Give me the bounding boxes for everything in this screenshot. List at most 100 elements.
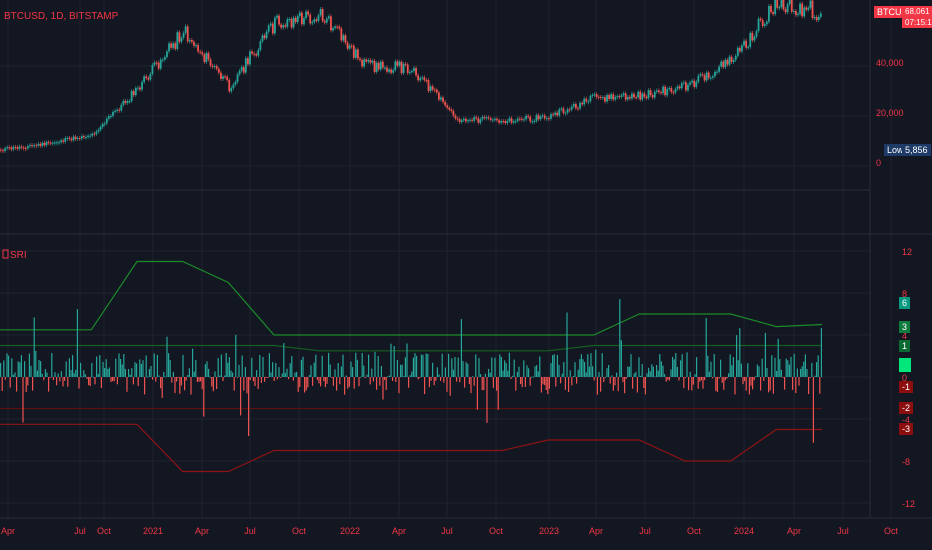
price-candle xyxy=(604,97,606,102)
sri-bar xyxy=(110,377,112,383)
sri-bar xyxy=(619,299,621,377)
sri-bar xyxy=(228,357,230,377)
sri-bar xyxy=(816,362,818,377)
price-candle xyxy=(377,62,380,70)
sri-bar xyxy=(60,371,62,377)
sri-bar xyxy=(566,312,568,377)
price-candle xyxy=(481,117,484,120)
price-candle xyxy=(601,97,604,99)
price-candle xyxy=(446,105,449,108)
sri-bar xyxy=(9,377,11,388)
sri-bar xyxy=(555,377,557,387)
price-candle xyxy=(348,45,351,49)
sri-bar xyxy=(356,359,358,377)
sri-bar xyxy=(235,334,237,377)
sri-bar xyxy=(198,377,200,382)
sri-bar xyxy=(347,377,349,389)
sri-bar xyxy=(166,336,168,377)
price-legend[interactable]: BTCUSD, 1D, BITSTAMP xyxy=(4,11,119,22)
sri-bar xyxy=(454,357,456,377)
sri-bar xyxy=(257,377,259,389)
sri-bar xyxy=(782,377,784,378)
sri-bar xyxy=(814,375,816,377)
sri-bar xyxy=(545,377,547,391)
time-axis-label: Apr xyxy=(195,526,209,536)
price-candle xyxy=(763,24,766,26)
sri-bar xyxy=(169,360,171,377)
sri-bar xyxy=(163,372,165,377)
time-axis[interactable]: Apr Jul Oct 2021 Apr Jul Oct 2022 Apr Jul Oct 2023 A… xyxy=(1,526,899,536)
sri-bar xyxy=(499,354,501,377)
sri-bar xyxy=(384,377,386,380)
sri-bar xyxy=(681,354,683,377)
sri-bar xyxy=(692,377,694,385)
sri-bar xyxy=(364,377,366,379)
sri-bar xyxy=(734,377,736,395)
price-candle xyxy=(124,100,127,103)
price-candle xyxy=(300,12,303,25)
price-candle xyxy=(523,119,525,121)
sri-bar xyxy=(561,373,563,377)
price-candle xyxy=(334,26,336,29)
price-candle xyxy=(76,138,79,140)
sri-bar xyxy=(352,367,354,377)
sri-bar xyxy=(129,374,131,377)
sri-bar xyxy=(145,355,147,377)
price-candle xyxy=(228,80,231,92)
sri-bar xyxy=(209,376,211,378)
price-candle xyxy=(433,89,436,91)
price-candle xyxy=(616,96,619,98)
sri-bar xyxy=(22,377,24,423)
price-candle xyxy=(232,84,235,89)
sri-bar xyxy=(521,377,523,388)
sri-bar xyxy=(596,377,598,395)
price-candle xyxy=(819,13,822,17)
sri-bar xyxy=(729,354,731,377)
price-candle xyxy=(782,0,785,10)
sri-bar xyxy=(713,353,715,377)
sri-bar xyxy=(187,374,189,377)
sri-bar xyxy=(203,377,205,417)
price-candle xyxy=(574,104,577,109)
price-candle xyxy=(411,70,413,73)
sri-bar xyxy=(587,354,589,377)
price-candle xyxy=(392,70,395,73)
indicator-visibility-icon[interactable] xyxy=(2,249,9,259)
price-candle xyxy=(768,5,770,22)
indicator-axis[interactable]: 12 8 4 0 -4 -8 -12 xyxy=(902,247,915,509)
sri-bar xyxy=(704,377,706,381)
sri-bar xyxy=(812,377,814,443)
price-candle xyxy=(31,145,33,147)
price-candle xyxy=(286,19,289,27)
price-candle xyxy=(741,45,743,52)
sri-bar xyxy=(534,366,536,377)
price-candle xyxy=(518,118,521,120)
price-candle xyxy=(371,60,374,63)
indicator-title[interactable]: SRI xyxy=(10,250,27,261)
price-candle xyxy=(267,25,270,32)
time-axis-label: Apr xyxy=(1,526,15,536)
sri-bar xyxy=(728,373,730,377)
sri-bar xyxy=(616,372,618,377)
price-candle xyxy=(134,88,137,96)
sri-bar xyxy=(784,377,786,390)
sri-bar xyxy=(753,377,755,381)
price-candle xyxy=(421,77,424,79)
sri-bar xyxy=(270,372,272,377)
sri-bar xyxy=(480,374,482,377)
price-candle xyxy=(190,40,193,42)
sri-bar xyxy=(68,358,70,377)
sri-bar xyxy=(158,375,160,377)
sri-bar xyxy=(452,369,454,377)
sri-bar xyxy=(636,377,638,393)
sri-bar xyxy=(390,343,392,377)
price-candle xyxy=(201,52,204,55)
sri-bar xyxy=(1,377,3,391)
sri-bar xyxy=(803,361,805,377)
sri-bar xyxy=(321,355,323,377)
indicator-axis-label: 8 xyxy=(902,289,907,299)
price-axis[interactable]: 40,000 20,000 0 xyxy=(876,58,904,168)
sri-bar xyxy=(731,365,733,377)
sri-bar xyxy=(72,355,74,377)
